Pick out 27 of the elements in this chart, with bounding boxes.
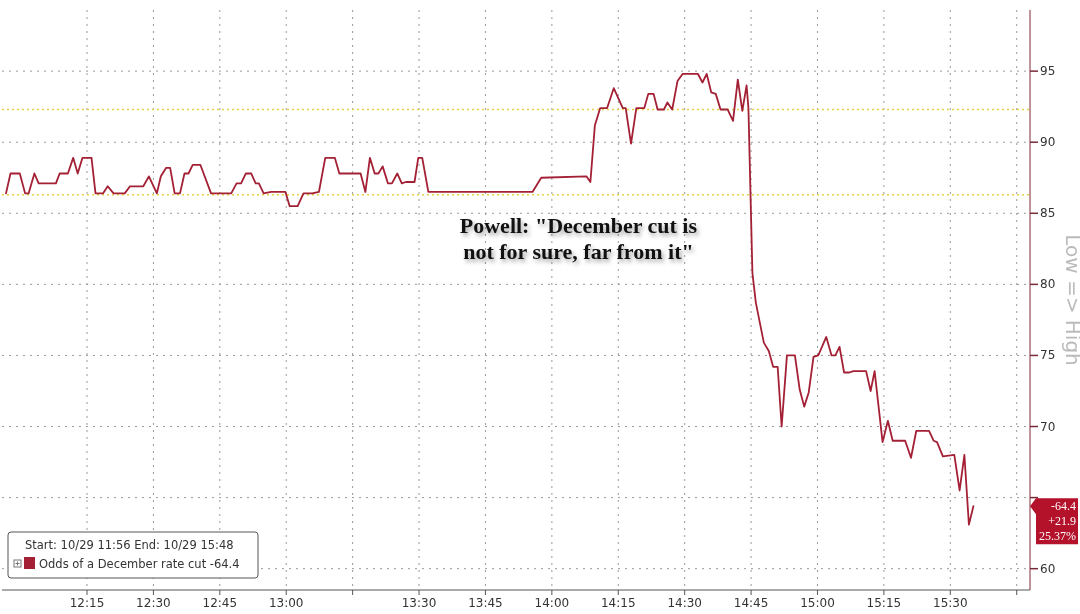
x-tick-label: 12:45: [202, 596, 238, 610]
y-tick-label: 70: [1040, 419, 1056, 434]
y-tick-label: 80: [1040, 277, 1056, 292]
annotation: Powell: "December cut is not for sure, far from it": [459, 213, 698, 265]
x-tick-label: 15:15: [866, 596, 902, 610]
x-tick-label: 13:00: [268, 596, 304, 610]
x-tick-label: 14:45: [733, 596, 769, 610]
legend-label: Odds of a December rate cut -64.4: [39, 557, 240, 571]
y-tick-label: 95: [1040, 64, 1056, 79]
text: -64.4: [1051, 499, 1076, 514]
text: +21.9: [1048, 514, 1076, 529]
x-tick-label: 13:30: [401, 596, 437, 610]
y-tick-label: 75: [1040, 348, 1056, 363]
line-series: [5, 73, 975, 526]
x-tick-label: 15:00: [800, 596, 835, 610]
x-tick-label: 12:15: [69, 596, 105, 610]
y-tick-label: 85: [1040, 206, 1056, 221]
x-tick-label: 14:30: [667, 596, 702, 610]
x-tick-label: 13:45: [468, 596, 503, 610]
y-tick-label: 90: [1040, 135, 1056, 150]
x-tick-label: 15:30: [933, 596, 968, 610]
text: 25.37%: [1039, 529, 1076, 544]
legend-title: Start: 10/29 11:56 End: 10/29 15:48: [25, 538, 234, 552]
x-tick-label: 14:15: [600, 596, 636, 610]
y-tick-label: 60: [1040, 561, 1056, 576]
x-tick-label: 12:30: [136, 596, 171, 610]
x-tick-label: 14:00: [534, 596, 570, 610]
